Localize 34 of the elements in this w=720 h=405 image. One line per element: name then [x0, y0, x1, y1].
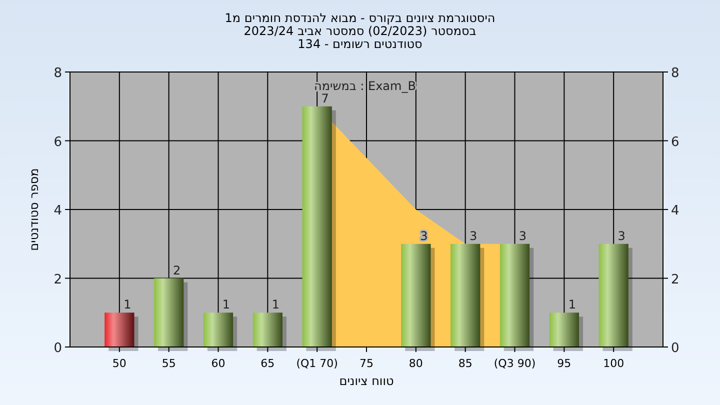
- x-tick-label: 65: [260, 357, 275, 370]
- y-axis-title: מספר סטודנטים: [27, 168, 41, 251]
- data-label: 1: [568, 298, 576, 312]
- y2-tick-label: 2: [671, 272, 680, 288]
- y-tick-label: 6: [54, 134, 62, 150]
- x-tick-label: 100: [603, 357, 624, 370]
- x-tick-label: 75: [360, 357, 374, 370]
- x-tick-label: 80: [408, 357, 423, 370]
- y-tick-label: 4: [54, 204, 62, 218]
- data-label: 1: [272, 298, 280, 312]
- data-label: 3: [618, 228, 626, 243]
- data-label: 3: [470, 228, 478, 243]
- data-label: 7: [321, 91, 329, 106]
- data-label: 3: [420, 228, 428, 243]
- x-tick-label: 55: [162, 357, 176, 370]
- data-label: 1: [222, 298, 230, 312]
- y-tick-label: 2: [54, 272, 62, 288]
- x-tick-label: (Q1 70): [296, 357, 338, 370]
- data-label: 3: [518, 228, 527, 243]
- x-tick-label: 95: [557, 357, 572, 370]
- y2-tick-label: 4: [671, 204, 680, 218]
- x-tick-label: 85: [458, 357, 472, 370]
- x-tick-label: 60: [211, 357, 226, 370]
- y2-tick-label: 8: [671, 66, 680, 81]
- x-tick-label: (Q3 90): [494, 357, 536, 370]
- y2-tick-label: 6: [671, 134, 680, 150]
- y-tick-label: 0: [54, 341, 62, 356]
- x-axis-title: טווח ציונים: [339, 374, 394, 388]
- y-tick-label: 8: [54, 66, 62, 81]
- data-label: 1: [124, 298, 132, 312]
- data-label: 2: [173, 263, 181, 278]
- chart-title: היסטוגרמת ציונים בקורס - מבוא להנדסת חומרים מ1 בסמסטר (02/2023) סמסטר אביב 2023/24 סטודנטים רשומים - 134: [224, 11, 496, 51]
- y2-tick-label: 0: [671, 341, 680, 356]
- x-tick-label: 50: [112, 357, 126, 370]
